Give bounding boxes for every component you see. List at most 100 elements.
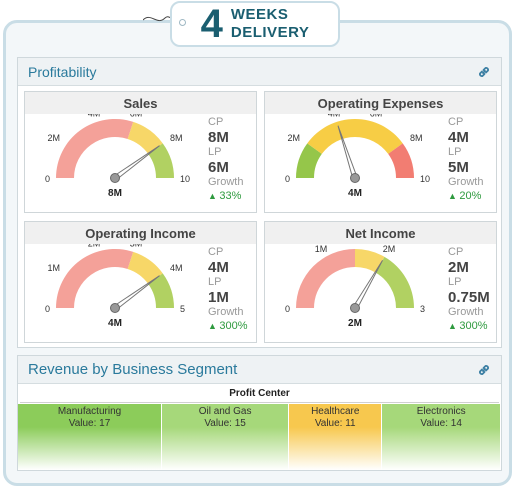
badge-line2: DELIVERY: [230, 24, 310, 41]
gauge-tick-label: 4M: [170, 263, 183, 273]
profitability-header: Profitability: [18, 58, 501, 86]
growth-value: ▲ 33%: [208, 189, 258, 203]
treemap-tile[interactable]: Manufacturing Value: 17: [18, 404, 163, 470]
profitability-title: Profitability: [28, 63, 97, 80]
lp-label: LP: [448, 146, 462, 158]
gauge-band: [127, 251, 163, 284]
gauge-dial: 0 1M 2M 3 2M: [285, 244, 425, 329]
gauge-value-label: 4M: [348, 188, 362, 199]
gauge-value-label: 8M: [108, 188, 122, 199]
gauge-title: Net Income: [265, 222, 496, 244]
gauge-needle: [112, 145, 160, 181]
gauge-tick-label: 0: [45, 174, 50, 184]
gauge-stats: CP 4M LP 5M Growth ▲ 20%: [448, 116, 498, 203]
badge-text: WEEKS DELIVERY: [231, 6, 309, 42]
link-icon[interactable]: [477, 363, 491, 377]
gauge-band: [56, 119, 134, 178]
gauge-value-label: 2M: [348, 318, 362, 329]
gauge-card-sales: Sales02M4M6M8M108MCP8MLP6MGrowth▲ 33%: [24, 91, 257, 213]
cp-label: CP: [448, 246, 464, 258]
cp-label: CP: [448, 116, 464, 128]
lp-value: 5M: [448, 159, 469, 176]
lp-value: 1M: [208, 289, 229, 306]
tile-name: Healthcare: [311, 406, 360, 417]
gauge-stats: CP 2M LP 0.75M Growth ▲ 300%: [448, 246, 498, 333]
gauge-tick-label: 4M: [88, 114, 101, 118]
gauge-tick-label: 3: [420, 304, 425, 314]
lp-label: LP: [208, 146, 222, 158]
tag-hole: [179, 19, 186, 26]
growth-label: Growth: [208, 306, 244, 318]
revenue-header: Revenue by Business Segment: [18, 356, 501, 384]
gauge-band: [296, 143, 322, 178]
lp-label: LP: [208, 276, 222, 288]
gauge-band: [148, 273, 174, 308]
gauge-needle: [112, 275, 160, 311]
lp-label: LP: [448, 276, 462, 288]
growth-value: ▲ 300%: [208, 319, 258, 333]
growth-percent: 20%: [459, 190, 482, 202]
tile-value: Value: 14: [420, 418, 462, 429]
treemap-tile[interactable]: Healthcare Value: 11: [289, 404, 383, 470]
gauge-tick-label: 0: [45, 304, 50, 314]
growth-percent: 33%: [219, 190, 242, 202]
gauge-tick-label: 0: [285, 174, 290, 184]
gauge-hub: [350, 303, 360, 313]
cp-value: 8M: [208, 129, 229, 146]
up-arrow-icon: ▲: [208, 321, 220, 331]
gauge-tick-label: 5: [180, 304, 185, 314]
cp-value: 4M: [448, 129, 469, 146]
tag-string: [143, 16, 173, 22]
revenue-panel: Revenue by Business Segment Profit Cente…: [17, 355, 502, 471]
cp-value: 2M: [448, 259, 469, 276]
gauge-title: Operating Expenses: [265, 92, 496, 114]
delivery-badge: 4 WEEKS DELIVERY: [170, 1, 340, 47]
tile-name: Electronics: [416, 406, 466, 417]
gauge-tick-label: 2M: [47, 133, 60, 143]
treemap-tile[interactable]: Oil and Gas Value: 15: [162, 404, 290, 470]
gauge-band: [56, 249, 134, 308]
gauge-tick-label: 0: [285, 304, 290, 314]
up-arrow-icon: ▲: [448, 321, 460, 331]
gauge-stats: CP 4M LP 1M Growth ▲ 300%: [208, 246, 258, 333]
gauge-band: [375, 256, 414, 308]
gauge-stats: CP 8M LP 6M Growth ▲ 33%: [208, 116, 258, 203]
treemap-tile[interactable]: Electronics Value: 14: [382, 404, 501, 470]
gauge-tick-label: 4M: [328, 114, 341, 118]
gauge-card-net-income: Net Income 0 1M 2M 3 2M CP 2M LP 0.75M Growth ▲ 300…: [264, 221, 497, 343]
gauge-value-label: 4M: [108, 318, 122, 329]
gauge-title: Sales: [25, 92, 256, 114]
tile-value: Value: 11: [314, 418, 356, 429]
gauge-band: [148, 143, 174, 178]
gauge-dial: 0 1M 2M 3M 4M 5 4M: [45, 244, 185, 329]
badge-number: 4: [200, 2, 223, 46]
gauge-tick-label: 8M: [410, 133, 423, 143]
revenue-title: Revenue by Business Segment: [28, 361, 238, 378]
growth-label: Growth: [448, 306, 484, 318]
growth-percent: 300%: [459, 320, 488, 332]
gauge-band: [127, 121, 163, 154]
cp-label: CP: [208, 246, 224, 258]
gauge-tick-label: 6M: [370, 114, 383, 118]
gauge-tick-label: 1M: [315, 244, 328, 254]
up-arrow-icon: ▲: [448, 191, 460, 201]
lp-value: 6M: [208, 159, 229, 176]
tile-value: Value: 17: [68, 418, 111, 429]
gauge-tick-label: 2M: [88, 244, 101, 248]
gauge-hub: [350, 173, 360, 183]
tile-name: Oil and Gas: [198, 406, 252, 417]
cp-label: CP: [208, 116, 224, 128]
gauge-dial: 0 2M 4M 6M 8M 10 8M: [45, 114, 190, 199]
gauge-tick-label: 10: [420, 174, 430, 184]
gauge-tick-label: 10: [180, 174, 190, 184]
up-arrow-icon: ▲: [208, 191, 220, 201]
gauge-tick-label: 8M: [170, 133, 183, 143]
growth-value: ▲ 300%: [448, 319, 498, 333]
growth-value: ▲ 20%: [448, 189, 498, 203]
growth-label: Growth: [448, 176, 484, 188]
growth-label: Growth: [208, 176, 244, 188]
growth-percent: 300%: [219, 320, 248, 332]
gauge-title: Operating Income: [25, 222, 256, 244]
gauge-tick-label: 6M: [130, 114, 143, 118]
link-icon[interactable]: [477, 65, 491, 79]
